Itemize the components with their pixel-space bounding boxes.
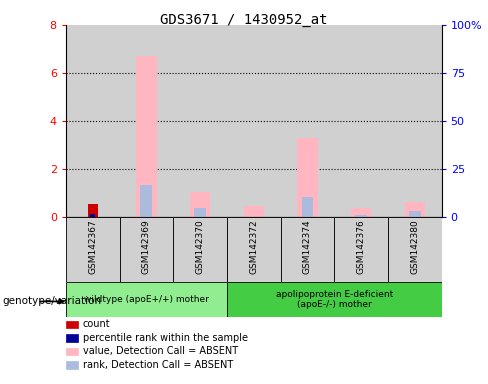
Bar [302, 197, 313, 217]
Bar [173, 25, 227, 217]
Bar [194, 208, 206, 217]
Text: rank, Detection Call = ABSENT: rank, Detection Call = ABSENT [83, 360, 233, 370]
Bar [90, 214, 96, 217]
Bar [141, 185, 152, 217]
Bar [66, 25, 120, 217]
Text: count: count [83, 319, 111, 329]
Bar [297, 138, 318, 217]
Text: GSM142367: GSM142367 [88, 220, 97, 274]
FancyBboxPatch shape [227, 217, 281, 282]
Bar [355, 215, 367, 217]
Text: percentile rank within the sample: percentile rank within the sample [83, 333, 248, 343]
Bar [136, 56, 157, 217]
FancyBboxPatch shape [281, 217, 334, 282]
Text: GSM142372: GSM142372 [249, 220, 258, 274]
Bar [190, 192, 210, 217]
Text: GSM142380: GSM142380 [410, 220, 419, 274]
FancyBboxPatch shape [173, 217, 227, 282]
Text: genotype/variation: genotype/variation [2, 296, 102, 306]
Bar [388, 25, 442, 217]
Text: GSM142376: GSM142376 [357, 220, 366, 274]
Text: GSM142374: GSM142374 [303, 220, 312, 274]
FancyBboxPatch shape [388, 217, 442, 282]
Bar [281, 25, 334, 217]
Bar [66, 282, 227, 317]
FancyBboxPatch shape [334, 217, 388, 282]
Text: GSM142370: GSM142370 [196, 220, 204, 274]
Text: value, Detection Call = ABSENT: value, Detection Call = ABSENT [83, 346, 238, 356]
Bar [334, 25, 388, 217]
FancyBboxPatch shape [120, 217, 173, 282]
Text: GDS3671 / 1430952_at: GDS3671 / 1430952_at [160, 13, 328, 27]
Bar [351, 208, 371, 217]
Bar [409, 211, 421, 217]
Text: GSM142369: GSM142369 [142, 220, 151, 274]
Bar [244, 206, 264, 217]
Bar [227, 25, 281, 217]
FancyBboxPatch shape [66, 217, 120, 282]
Text: wildtype (apoE+/+) mother: wildtype (apoE+/+) mother [84, 295, 209, 304]
Text: apolipoprotein E-deficient
(apoE-/-) mother: apolipoprotein E-deficient (apoE-/-) mot… [276, 290, 393, 309]
Bar [405, 202, 425, 217]
Bar [88, 205, 98, 217]
Bar [120, 25, 173, 217]
Bar [227, 282, 442, 317]
